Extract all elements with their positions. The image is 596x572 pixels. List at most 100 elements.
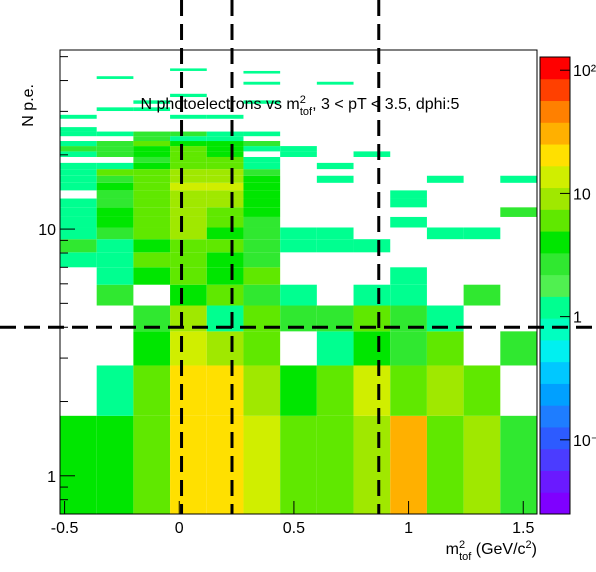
palette-swatch — [540, 100, 570, 123]
heatmap-cell — [60, 415, 97, 514]
palette-swatch — [540, 448, 570, 471]
heatmap-cell — [96, 162, 134, 170]
palette-swatch — [540, 383, 570, 406]
x-axis-label-part: 2 — [526, 539, 532, 551]
heatmap-cell — [243, 331, 281, 366]
heatmap-cell — [243, 182, 281, 191]
heatmap-cell — [96, 198, 134, 208]
heatmap-cell — [170, 68, 207, 71]
palette-swatch — [540, 122, 570, 145]
heatmap-cell — [133, 331, 171, 366]
heatmap-cell — [170, 182, 207, 191]
heatmap-cell — [60, 162, 97, 170]
heatmap-cell — [426, 365, 464, 416]
heatmap-cell — [243, 169, 281, 176]
heatmap-cell — [243, 284, 281, 306]
heatmap-cell — [133, 146, 171, 152]
heatmap-cell — [60, 151, 97, 157]
heatmap-cell — [243, 227, 281, 240]
heatmap-cell — [243, 141, 281, 147]
heatmap-cell — [96, 284, 134, 306]
heatmap-cell — [280, 227, 317, 240]
heatmap-cell — [206, 252, 244, 268]
heatmap-cell — [353, 284, 391, 306]
heatmap-cell — [390, 331, 427, 366]
palette-swatch — [540, 252, 570, 276]
heatmap-cell — [96, 151, 134, 157]
heatmap-cell — [206, 175, 244, 183]
palette-swatch — [540, 231, 570, 254]
y-axis-label: N p.e. — [20, 84, 37, 127]
heatmap-cell — [133, 190, 171, 199]
heatmap-cell — [96, 175, 134, 183]
heatmap-cell — [60, 182, 97, 191]
heatmap-cell — [170, 146, 207, 152]
heatmap-cell — [133, 239, 171, 253]
y-tick-label: 1 — [47, 469, 56, 486]
heatmap-cell — [60, 146, 97, 152]
z-tick-label: 1 — [573, 310, 582, 327]
chart-title: N photoelectrons vs m2 tof, 3 < pT < 3.5,… — [141, 94, 460, 118]
heatmap-cell — [243, 267, 281, 285]
heatmap-cell — [206, 227, 244, 240]
heatmap-cell — [170, 267, 207, 285]
heatmap-cell — [426, 415, 464, 514]
heatmap-cell — [133, 107, 171, 112]
palette-swatch — [540, 187, 570, 210]
heatmap-cell — [206, 114, 244, 119]
heatmap-cell — [170, 284, 207, 306]
heatmap-cell — [133, 100, 171, 104]
x-axis-label-part: m — [446, 541, 459, 558]
heatmap-cell — [353, 365, 391, 416]
heatmap-cell — [243, 252, 281, 268]
heatmap-cell — [390, 284, 427, 306]
heatmap-cell — [243, 81, 281, 85]
heatmap-cell — [133, 156, 171, 163]
heatmap-cell — [206, 146, 244, 152]
x-tick-label: 1.5 — [512, 520, 534, 537]
heatmap-cell — [206, 267, 244, 285]
palette-swatch — [540, 470, 570, 493]
heatmap-cell — [96, 415, 134, 514]
heatmap-cell — [206, 198, 244, 208]
heatmap-cell — [316, 81, 354, 85]
heatmap-cell — [96, 107, 134, 112]
heatmap-cell — [170, 162, 207, 170]
heatmap-cell — [170, 175, 207, 183]
palette-swatch — [540, 209, 570, 232]
x-axis-label-part: ) — [532, 541, 537, 558]
heatmap-cell — [133, 227, 171, 240]
heatmap-cell — [170, 239, 207, 253]
heatmap-cell — [170, 169, 207, 176]
heatmap-cell — [60, 252, 97, 268]
heatmap-cell — [353, 239, 391, 253]
heatmap-cell — [243, 207, 281, 217]
heatmap-cell — [243, 415, 281, 514]
heatmap-cell — [170, 136, 207, 142]
heatmap-cell — [60, 216, 97, 228]
chart-title-part: tof — [300, 106, 313, 118]
heatmap-cell — [60, 175, 97, 183]
palette-swatch — [540, 426, 570, 450]
palette-swatch — [540, 57, 570, 80]
x-tick-label: -0.5 — [51, 520, 79, 537]
heatmap-cell — [243, 216, 281, 228]
heatmap-cell — [133, 141, 171, 147]
heatmap-cell — [133, 365, 171, 416]
heatmap-cell — [500, 175, 537, 183]
heatmap-cell — [390, 267, 427, 285]
heatmap-cell — [426, 331, 464, 366]
colorbar-frame — [539, 56, 571, 515]
palette-swatch — [540, 361, 570, 384]
heatmap-cell — [353, 415, 391, 514]
heatmap-cell — [133, 267, 171, 285]
heatmap-cell — [243, 365, 281, 416]
heatmap-cell — [243, 162, 281, 170]
heatmap-cell — [170, 151, 207, 157]
heatmap-cell — [206, 216, 244, 228]
heatmap-cell — [353, 331, 391, 366]
heatmap-cell — [60, 169, 97, 176]
heatmap-cell — [206, 162, 244, 170]
heatmap-cell — [133, 198, 171, 208]
